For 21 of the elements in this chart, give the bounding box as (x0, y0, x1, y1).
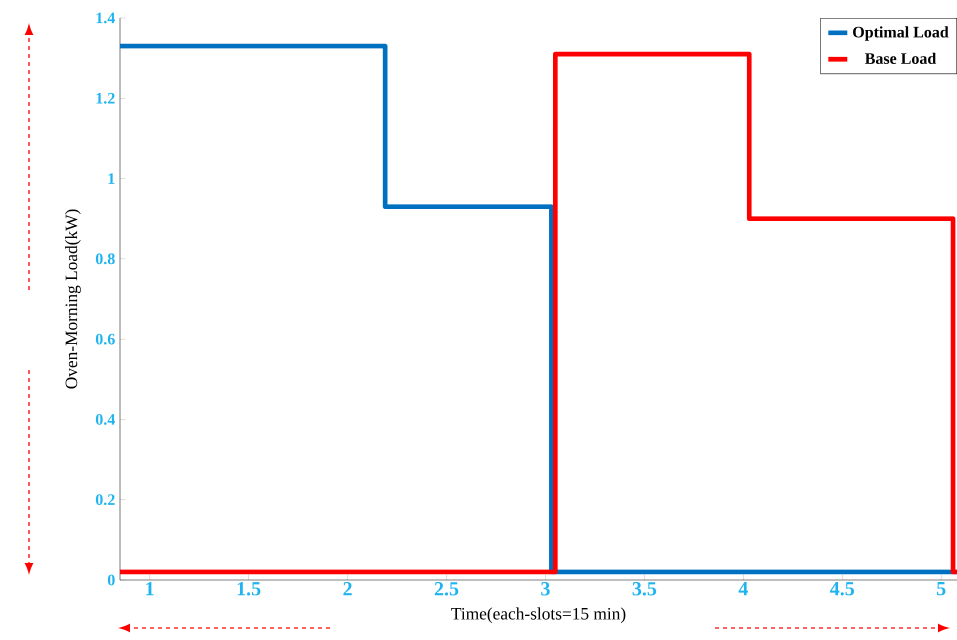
x-tick-label: 5 (936, 582, 946, 596)
y-tick-label: 0 (108, 574, 115, 586)
x-tick-label: 3.5 (632, 582, 656, 596)
x-tick-label: 4.5 (830, 582, 854, 596)
x-tick-label: 2 (343, 582, 352, 596)
legend-label: Base Load (864, 52, 936, 64)
x-tick-label: 1 (146, 582, 154, 596)
x-tick-label: 3 (541, 582, 550, 596)
y-tick-label: 0.6 (96, 334, 115, 345)
y-tick-label: 0.8 (96, 253, 115, 264)
legend-label: Optimal Load (853, 26, 949, 41)
x-axis-title: Time(each-slots=15 min) (451, 607, 626, 624)
y-tick-label: 1.2 (96, 92, 115, 104)
y-tick-label: 1 (108, 173, 114, 184)
y-tick-label: 0.2 (96, 494, 115, 506)
x-tick-label: 4 (738, 582, 748, 596)
y-tick-label: 0.4 (96, 414, 115, 425)
y-tick-label: 1.4 (96, 12, 115, 24)
x-tick-label: 1.5 (238, 582, 260, 596)
y-axis-title: Oven-Morning Load(kW) (65, 209, 81, 389)
x-tick-label: 2.5 (434, 582, 458, 596)
